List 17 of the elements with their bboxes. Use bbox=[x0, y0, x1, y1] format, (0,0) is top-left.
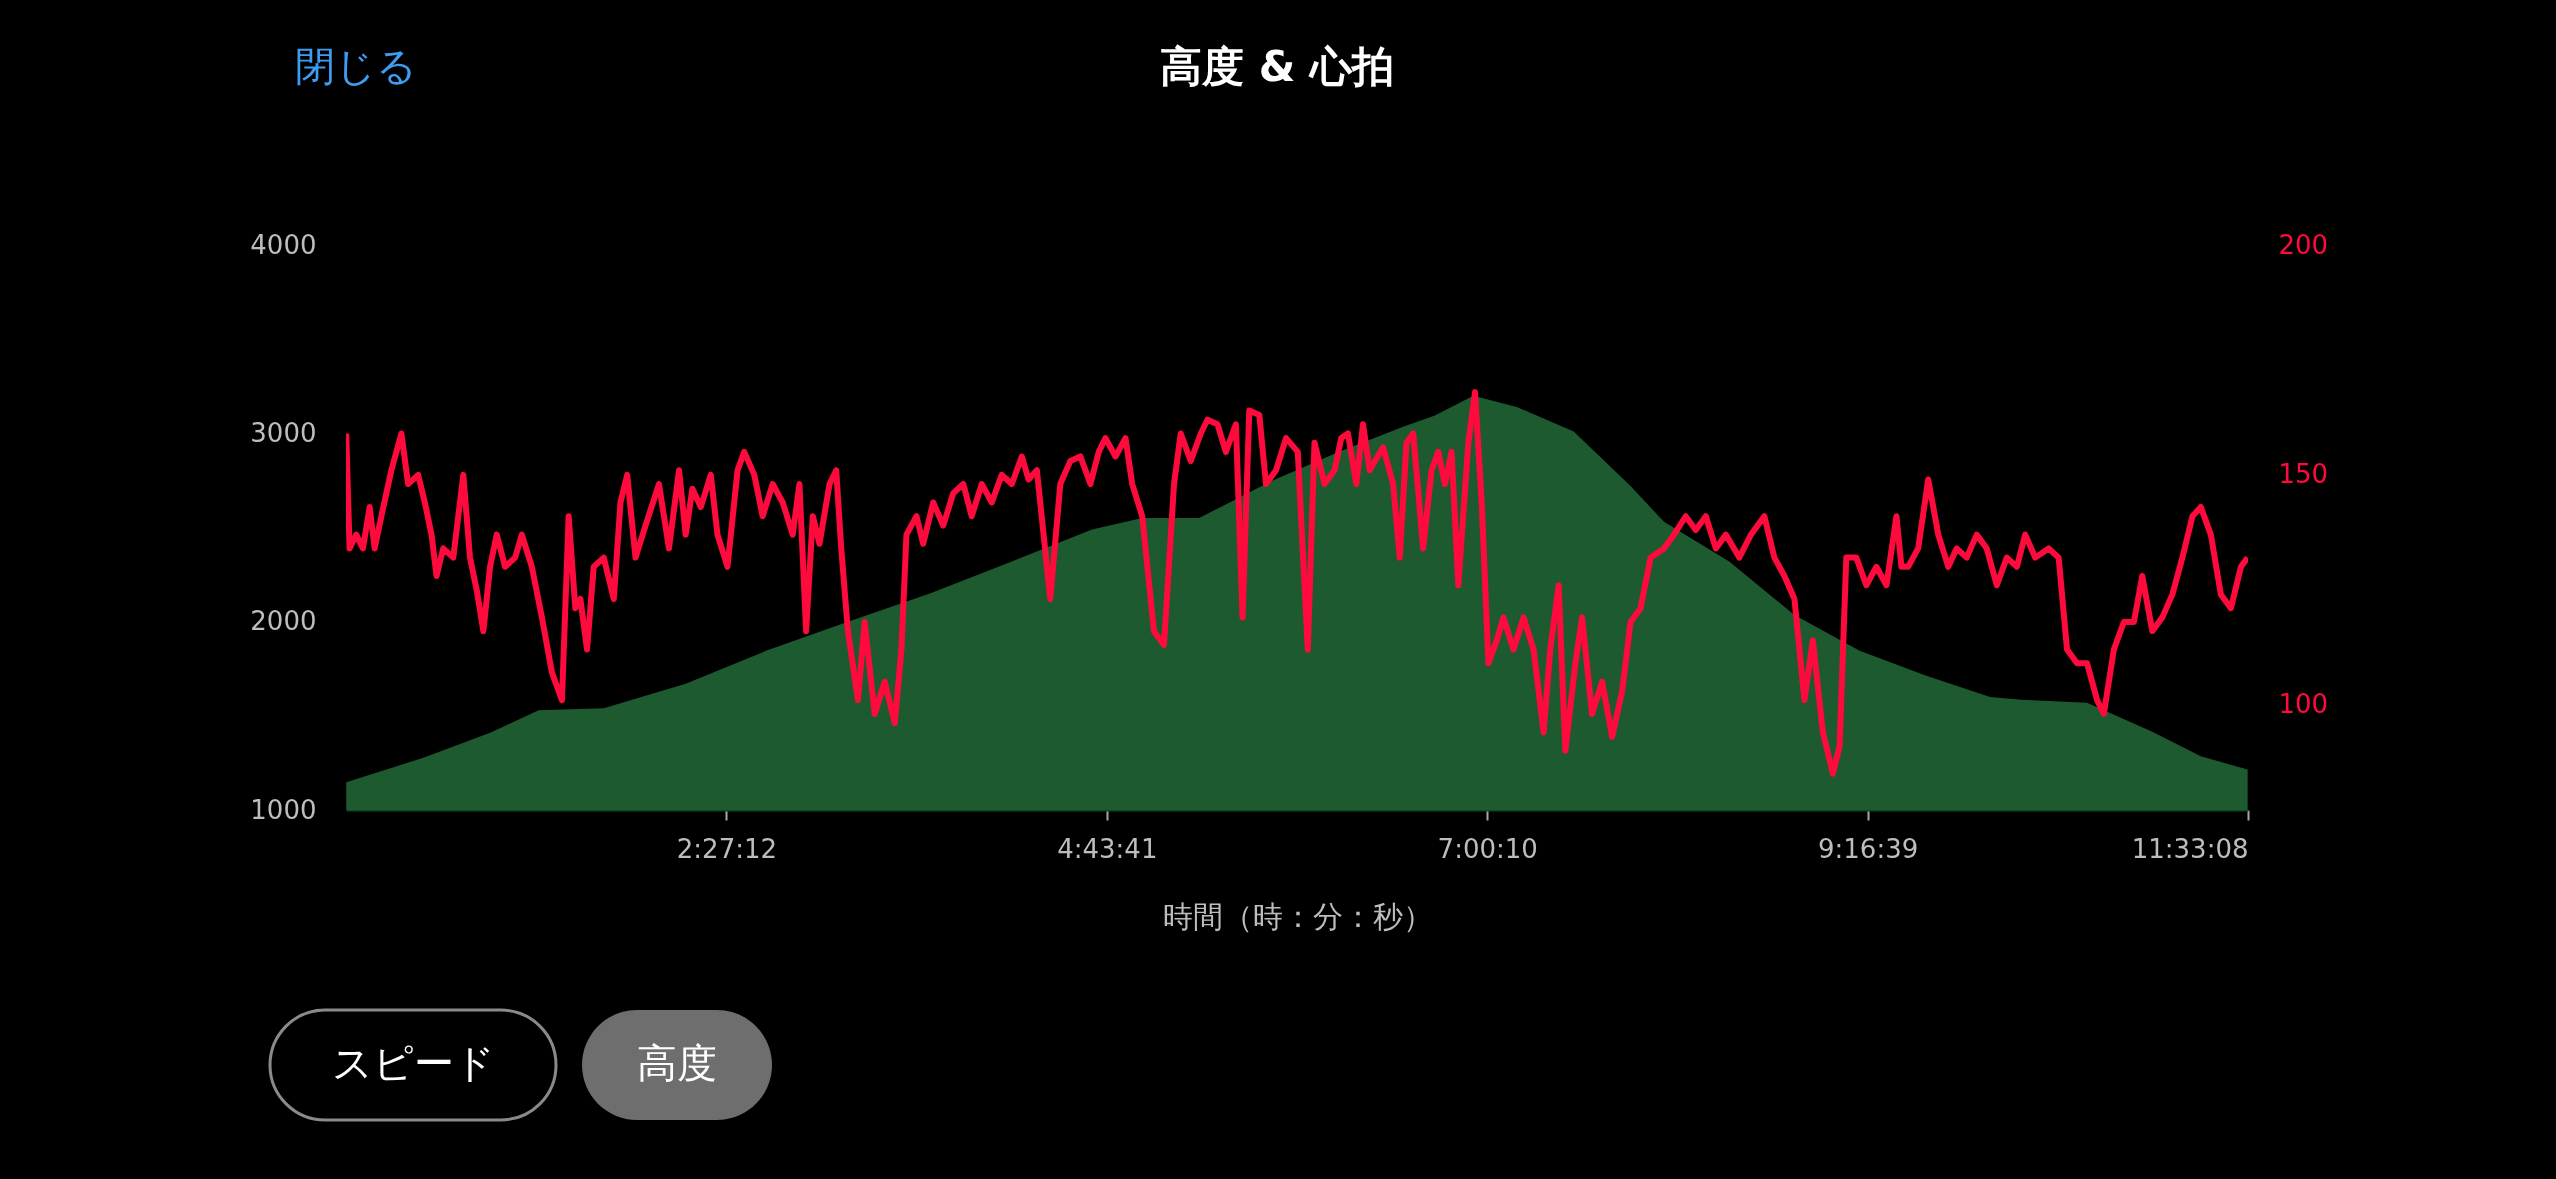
text: 高度 bbox=[637, 1040, 717, 1086]
y2-tick-label: 100 bbox=[2278, 689, 2329, 720]
x-tick-label: 4:43:41 bbox=[1057, 833, 1158, 864]
y2-tick-label: 200 bbox=[2278, 229, 2329, 260]
y2-tick-label: 150 bbox=[2278, 459, 2329, 490]
text: スピード bbox=[331, 1040, 495, 1086]
chart-title: 高度 & 心拍 bbox=[1160, 42, 1394, 91]
y-tick-label: 2000 bbox=[250, 606, 317, 637]
x-tick-label: 2:27:12 bbox=[676, 833, 778, 864]
x-tick-label: 7:00:10 bbox=[1437, 833, 1538, 864]
text: 閉じる bbox=[295, 43, 417, 89]
x-tick-label: 11:33:08 bbox=[2131, 833, 2249, 864]
x-tick-label: 9:16:39 bbox=[1817, 833, 1919, 864]
y-tick-label: 3000 bbox=[250, 417, 317, 448]
x-axis-title: 時間（時：分：秒） bbox=[1162, 898, 1433, 934]
y-tick-label: 4000 bbox=[250, 229, 317, 260]
y-tick-label: 1000 bbox=[250, 794, 317, 825]
